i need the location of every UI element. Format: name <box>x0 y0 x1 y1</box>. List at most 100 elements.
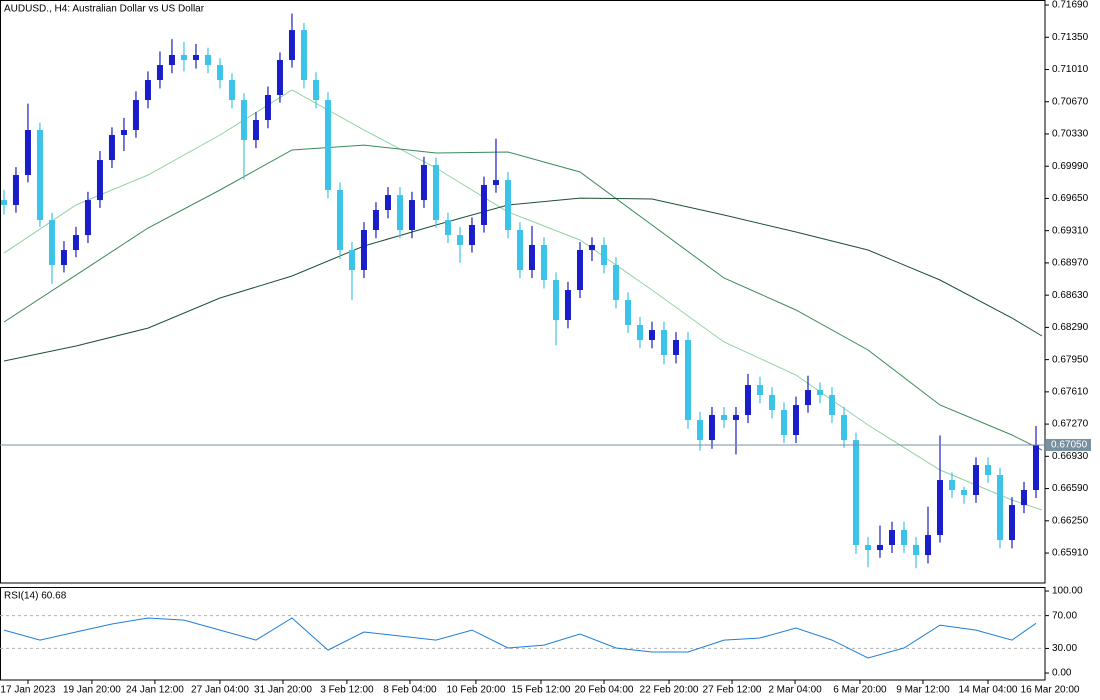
candle-body <box>396 195 403 231</box>
candle-body <box>708 414 715 441</box>
candle-body <box>156 65 163 81</box>
candle-body <box>420 164 427 201</box>
candle-body <box>732 414 739 421</box>
candle-body <box>624 299 631 326</box>
rsi-title: RSI(14) 60.68 <box>4 591 67 602</box>
candle-body <box>132 100 139 130</box>
candle-body <box>792 405 799 435</box>
x-tick-label: 27 Jan 04:00 <box>191 685 249 696</box>
candle-body <box>432 164 439 221</box>
candle-body <box>276 60 283 96</box>
candle-body <box>36 129 43 221</box>
candle-body <box>444 220 451 236</box>
candle-body <box>972 465 979 496</box>
candle-body <box>804 390 811 406</box>
candle-body <box>744 385 751 415</box>
candle-body <box>540 244 547 280</box>
price-plot <box>0 13 1045 569</box>
candle-body <box>72 235 79 251</box>
y-tick-label: 0.68290 <box>1052 322 1089 333</box>
candle-body <box>168 54 175 66</box>
candle-body <box>324 100 331 191</box>
candle-body <box>84 200 91 236</box>
candle-body <box>408 200 415 231</box>
y-tick-label: 0.66590 <box>1052 483 1089 494</box>
candle-body <box>600 244 607 265</box>
x-tick-label: 9 Mar 12:00 <box>896 685 950 696</box>
candle-body <box>756 385 763 395</box>
rsi-line <box>3 617 1037 659</box>
candle-body <box>648 330 655 340</box>
candle-body <box>816 390 823 395</box>
candle-body <box>468 224 475 245</box>
x-tick-label: 22 Feb 20:00 <box>640 685 699 696</box>
x-tick-label: 16 Mar 20:00 <box>1021 685 1080 696</box>
candle-body <box>300 30 307 81</box>
candle-body <box>1008 505 1015 541</box>
candle-body <box>360 230 367 271</box>
candle-body <box>840 414 847 441</box>
x-tick-label: 6 Mar 20:00 <box>833 685 887 696</box>
moving-average <box>3 144 1043 451</box>
candle-body <box>852 440 859 545</box>
x-tick-label: 10 Feb 20:00 <box>446 685 505 696</box>
candle-body <box>696 420 703 441</box>
y-tick-label: 0.66250 <box>1052 515 1089 526</box>
candle-body <box>60 250 67 265</box>
y-tick-label: 0.69990 <box>1052 161 1089 172</box>
y-tick-label: 0.68970 <box>1052 258 1089 269</box>
y-tick-label: 0.71350 <box>1052 32 1089 43</box>
candle-body <box>660 330 667 355</box>
y-tick-label: 0.65910 <box>1052 548 1089 559</box>
y-tick-label: 0.67610 <box>1052 386 1089 397</box>
candle-body <box>672 339 679 355</box>
candle-body <box>516 230 523 271</box>
moving-average <box>3 89 1043 511</box>
candle-body <box>240 100 247 141</box>
candle-body <box>24 129 31 176</box>
candle-body <box>216 65 223 81</box>
y-tick-label: 0.69650 <box>1052 193 1089 204</box>
y-tick-label: 0.67950 <box>1052 354 1089 365</box>
candle-body <box>564 290 571 320</box>
x-tick-label: 27 Feb 12:00 <box>703 685 762 696</box>
rsi-pane-frame <box>0 587 1046 681</box>
y-tick-label: 0.70670 <box>1052 96 1089 107</box>
y-tick-label: 0.71690 <box>1052 0 1089 11</box>
candle-body <box>720 414 727 421</box>
candle-body <box>960 489 967 496</box>
y-tick-label: 30.00 <box>1052 643 1077 654</box>
y-tick-label: 70.00 <box>1052 610 1077 621</box>
candle-body <box>552 279 559 320</box>
candle-body <box>636 325 643 340</box>
candle-body <box>312 80 319 101</box>
candle-body <box>1032 444 1039 490</box>
candle-body <box>612 265 619 300</box>
rsi-plot <box>0 615 1045 659</box>
x-tick-label: 20 Feb 04:00 <box>575 685 634 696</box>
candle-body <box>528 244 535 271</box>
candle-body <box>264 95 271 121</box>
candle-body <box>768 394 775 410</box>
y-tick-label: 100.00 <box>1052 586 1083 597</box>
candle-body <box>900 530 907 545</box>
price-pane-frame <box>0 0 1046 584</box>
candle-body <box>120 129 127 136</box>
candle-body <box>12 175 19 205</box>
y-tick-label: 0.66930 <box>1052 451 1089 462</box>
candle-body <box>204 54 211 66</box>
candle-body <box>96 160 103 201</box>
candle-body <box>504 180 511 231</box>
candle-body <box>288 30 295 61</box>
candle-body <box>372 210 379 231</box>
x-tick-label: 14 Mar 04:00 <box>959 685 1018 696</box>
candle-body <box>180 54 187 61</box>
candle-body <box>348 250 355 271</box>
candle-body <box>924 535 931 556</box>
y-tick-label: 0.68630 <box>1052 290 1089 301</box>
candle-body <box>108 135 115 161</box>
y-tick-label: 0.70330 <box>1052 129 1089 140</box>
candle-body <box>252 120 259 141</box>
